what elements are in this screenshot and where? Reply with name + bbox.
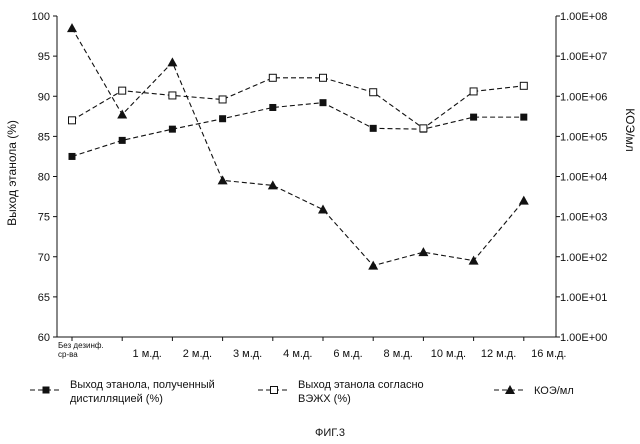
left-tick-label: 60 [38, 332, 50, 344]
marker-filled-triangle [469, 256, 479, 265]
right-tick-label: 1.00E+06 [560, 91, 607, 103]
marker-open-square [271, 387, 278, 394]
legend: Выход этанола, полученный дистилляцией (%… [30, 379, 574, 405]
marker-filled-square [219, 115, 226, 122]
marker-open-square [69, 117, 76, 124]
marker-filled-square [320, 99, 327, 106]
marker-open-square [520, 82, 527, 89]
x-tick-label: 12 м.д. [481, 348, 516, 360]
series-2 [69, 74, 528, 132]
left-tick-label: 95 [38, 51, 50, 63]
left-tick-label: 65 [38, 292, 50, 304]
marker-filled-square [43, 387, 50, 394]
x-tick-label: 2 м.д. [183, 348, 212, 360]
marker-open-square [119, 87, 126, 94]
series-1 [69, 99, 528, 160]
left-tick-label: 100 [32, 11, 50, 23]
ticks: 60 65 70 75 80 85 90 95 100 1.00E+00 1.00E+01 1.00E… [32, 11, 608, 360]
x-tick-label: 6 м.д. [333, 348, 362, 360]
x-tick-label-line: Без дезинф. [58, 341, 104, 350]
x-tick-label: Без дезинф.ср-ва [58, 341, 104, 359]
x-tick-label: 4 м.д. [283, 348, 312, 360]
marker-filled-square [69, 153, 76, 160]
marker-filled-triangle [67, 23, 77, 32]
right-tick-label: 1.00E+02 [560, 252, 607, 264]
x-tick-label: 3 м.д. [233, 348, 262, 360]
right-tick-label: 1.00E+07 [560, 51, 607, 63]
series-line [72, 28, 524, 266]
legend-label: ВЭЖХ (%) [298, 393, 351, 405]
x-tick-label: 16 м.д. [531, 348, 566, 360]
series [67, 23, 529, 270]
x-tick-label: 10 м.д. [431, 348, 466, 360]
marker-filled-triangle [218, 175, 228, 184]
legend-item-1: Выход этанола, полученный дистилляцией (%… [30, 379, 215, 405]
marker-open-square [320, 74, 327, 81]
right-tick-label: 1.00E+01 [560, 292, 607, 304]
left-tick-label: 85 [38, 131, 50, 143]
marker-filled-square [370, 125, 377, 132]
series-line [72, 78, 524, 129]
series-line [72, 103, 524, 157]
x-tick-label-line: ср-ва [58, 350, 78, 359]
right-tick-label: 1.00E+03 [560, 212, 607, 224]
legend-label: Выход этанола, полученный [70, 379, 215, 391]
marker-open-square [470, 88, 477, 95]
left-tick-label: 90 [38, 91, 50, 103]
y2-axis-title: КОЭ/мл [623, 108, 637, 151]
right-tick-label: 1.00E+08 [560, 11, 607, 23]
marker-filled-square [470, 114, 477, 121]
legend-label: Выход этанола согласно [298, 379, 424, 391]
series-3 [67, 23, 529, 270]
right-tick-label: 1.00E+00 [560, 332, 607, 344]
axes [57, 16, 556, 337]
right-tick-label: 1.00E+05 [560, 131, 607, 143]
left-tick-label: 80 [38, 172, 50, 184]
marker-open-square [169, 92, 176, 99]
marker-filled-triangle [519, 196, 529, 205]
legend-label: дистилляцией (%) [70, 393, 163, 405]
figure-caption: ФИГ.3 [315, 427, 345, 439]
marker-filled-triangle [418, 247, 428, 256]
marker-filled-square [269, 104, 276, 111]
marker-open-square [219, 96, 226, 103]
marker-filled-triangle [167, 57, 177, 66]
marker-filled-square [119, 137, 126, 144]
x-tick-label: 1 м.д. [133, 348, 162, 360]
y-axis-title: Выход этанола (%) [5, 120, 19, 226]
marker-filled-triangle [318, 205, 328, 214]
left-tick-label: 75 [38, 212, 50, 224]
right-tick-label: 1.00E+04 [560, 172, 607, 184]
marker-open-square [269, 74, 276, 81]
legend-label: КОЭ/мл [534, 385, 574, 397]
x-tick-label: 8 м.д. [384, 348, 413, 360]
marker-filled-square [169, 126, 176, 133]
legend-item-3: КОЭ/мл [494, 385, 574, 397]
marker-open-square [420, 125, 427, 132]
left-tick-label: 70 [38, 252, 50, 264]
legend-item-2: Выход этанола согласно ВЭЖХ (%) [258, 379, 424, 405]
marker-open-square [370, 89, 377, 96]
marker-filled-square [520, 114, 527, 121]
marker-filled-triangle [368, 261, 378, 270]
